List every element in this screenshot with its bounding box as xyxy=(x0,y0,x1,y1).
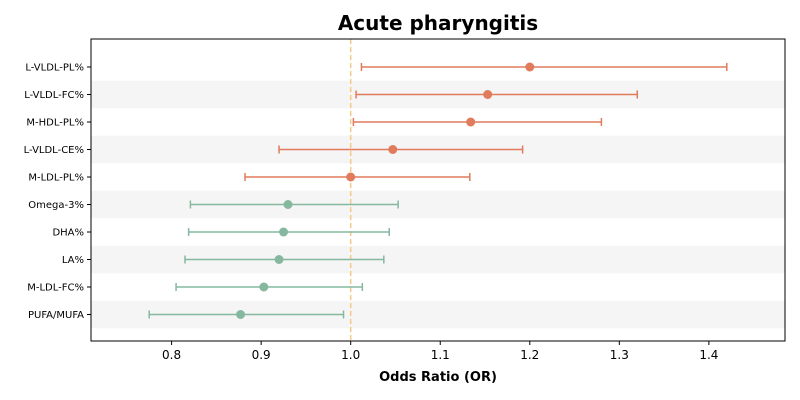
or-point xyxy=(279,227,289,237)
y-tick-label: L-VLDL-PL% xyxy=(25,63,84,74)
x-tick-label: 1.4 xyxy=(699,348,718,362)
y-tick-label: M-HDL-PL% xyxy=(26,118,84,129)
x-axis: 0.8 0.9 1.0 1.1 1.2 1.3 1.4 xyxy=(162,341,718,362)
x-tick-label: 1.1 xyxy=(431,348,450,362)
or-point xyxy=(236,310,246,319)
x-tick-label: 1.0 xyxy=(341,348,360,362)
x-axis-label: Odds Ratio (OR) xyxy=(379,370,497,385)
y-tick-label: Omega-3% xyxy=(28,200,84,211)
or-point xyxy=(466,117,476,127)
or-point xyxy=(283,200,293,209)
y-tick-label: M-LDL-FC% xyxy=(27,283,84,294)
chart-title: Acute pharyngitis xyxy=(338,11,538,35)
y-tick-label: DHA% xyxy=(52,228,84,239)
or-point xyxy=(483,90,493,99)
y-tick-label: LA% xyxy=(62,255,84,266)
y-tick-label: PUFA/MUFA xyxy=(28,310,84,321)
y-tick-label: L-VLDL-CE% xyxy=(24,145,84,156)
or-point xyxy=(388,145,398,154)
x-tick-label: 1.3 xyxy=(610,348,629,362)
or-point xyxy=(259,282,269,292)
or-point xyxy=(525,62,535,72)
y-axis: L-VLDL-PL% L-VLDL-FC% M-HDL-PL% L-VLDL-CE% M… xyxy=(24,63,91,321)
x-tick-label: 0.9 xyxy=(252,348,271,362)
y-tick-label: L-VLDL-FC% xyxy=(24,90,84,101)
y-tick-label: M-LDL-PL% xyxy=(28,173,84,184)
plot-frame xyxy=(90,38,786,342)
plot-marks xyxy=(148,62,728,319)
or-point xyxy=(274,255,284,264)
x-tick-label: 0.8 xyxy=(162,348,181,362)
or-point xyxy=(346,172,356,182)
x-tick-label: 1.2 xyxy=(520,348,539,362)
